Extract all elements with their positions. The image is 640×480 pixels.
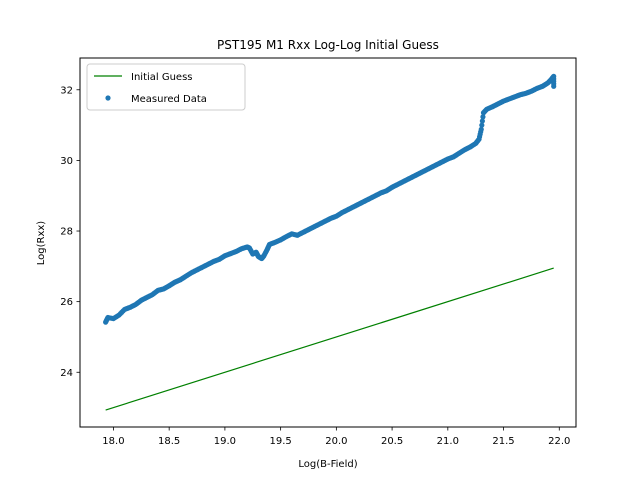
y-tick-label: 28 — [60, 227, 73, 238]
legend-box — [86, 63, 246, 111]
data-point — [551, 83, 557, 89]
legend-marker-swatch — [105, 95, 111, 101]
data-point-fill — [480, 114, 486, 120]
x-tick-label: 21.0 — [437, 436, 459, 447]
y-axis-label: Log(Rxx) — [36, 221, 47, 266]
x-tick-label: 21.5 — [492, 436, 514, 447]
data-point-fill — [479, 122, 485, 128]
y-tick-label: 26 — [60, 297, 73, 308]
series-line-initial-guess — [105, 267, 554, 411]
axes-frame — [79, 57, 577, 428]
x-tick-label: 19.5 — [269, 436, 291, 447]
series-layer — [103, 73, 557, 411]
y-axis: 24 26 28 30 32 — [60, 85, 80, 379]
y-tick-label: 32 — [60, 85, 73, 96]
y-tick-label: 24 — [60, 368, 73, 379]
x-tick-label: 19.0 — [214, 436, 236, 447]
chart-title: PST195 M1 Rxx Log-Log Initial Guess — [217, 38, 439, 52]
x-axis-label: Log(B-Field) — [298, 459, 357, 470]
plot-area — [79, 57, 577, 428]
y-tick-label: 30 — [60, 156, 73, 167]
legend: Initial Guess Measured Data — [86, 63, 246, 111]
data-point-fill — [479, 118, 485, 124]
x-axis: 18.0 18.5 19.0 19.5 20.0 20.5 21.0 21.5 22.0 — [102, 427, 570, 447]
x-tick-label: 18.0 — [102, 436, 124, 447]
x-tick-label: 18.5 — [158, 436, 180, 447]
x-tick-label: 22.0 — [548, 436, 570, 447]
x-tick-label: 20.5 — [381, 436, 403, 447]
x-tick-label: 20.0 — [325, 436, 347, 447]
legend-label-initial-guess: Initial Guess — [131, 72, 193, 83]
legend-label-measured-data: Measured Data — [131, 94, 207, 105]
data-point — [478, 126, 484, 132]
